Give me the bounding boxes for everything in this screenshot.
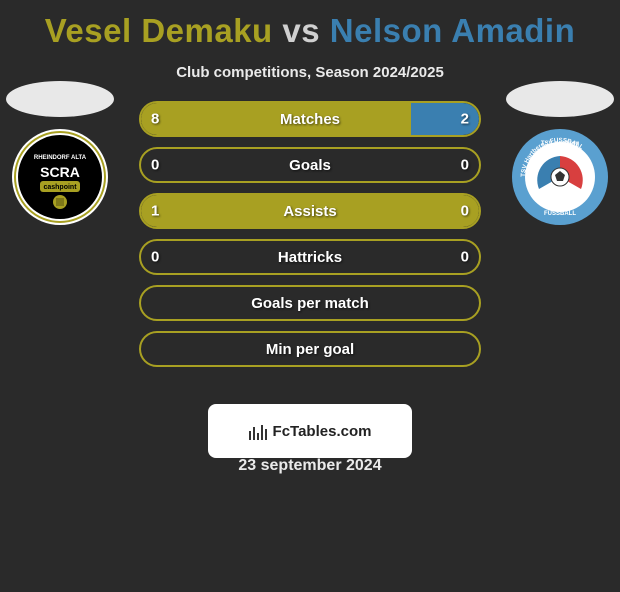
chart-icon <box>249 422 269 440</box>
stat-row: Min per goal <box>139 331 481 367</box>
stat-label: Goals <box>289 157 331 174</box>
watermark-text: FcTables.com <box>273 423 372 440</box>
stat-value-left: 8 <box>151 111 159 128</box>
svg-text:RHEINDORF ALTA: RHEINDORF ALTA <box>34 155 87 161</box>
club-logo-right: TSV Hartberg · FUSSBALL TSV Hartberg FUS… <box>512 129 608 225</box>
scra-logo-icon: RHEINDORF ALTA SCRA cashpoint <box>12 129 108 225</box>
club-logo-left: RHEINDORF ALTA SCRA cashpoint <box>12 129 108 225</box>
title-player1: Vesel Demaku <box>45 12 273 49</box>
player-right-column: TSV Hartberg · FUSSBALL TSV Hartberg FUS… <box>500 81 620 225</box>
stat-value-left: 0 <box>151 249 159 266</box>
svg-text:cashpoint: cashpoint <box>43 184 77 191</box>
player-avatar-left <box>6 81 114 117</box>
stat-label: Assists <box>283 203 336 220</box>
stat-label: Goals per match <box>251 295 369 312</box>
watermark-link[interactable]: FcTables.com <box>208 404 412 458</box>
stat-row: Goals per match <box>139 285 481 321</box>
page-title: Vesel Demaku vs Nelson Amadin <box>0 12 620 50</box>
stat-label: Min per goal <box>266 341 354 358</box>
player-avatar-right <box>506 81 614 117</box>
svg-text:TSV Hartberg: TSV Hartberg <box>541 141 580 147</box>
stat-bars: 8 2 Matches 0 0 Goals 1 0 Assists 0 0 Hattricks Goal… <box>139 101 481 377</box>
stat-row: 8 2 Matches <box>139 101 481 137</box>
stat-row: 0 0 Hattricks <box>139 239 481 275</box>
svg-text:SCRA: SCRA <box>40 164 80 180</box>
tsv-logo-icon: TSV Hartberg · FUSSBALL TSV Hartberg FUS… <box>517 134 603 220</box>
stat-row: 0 0 Goals <box>139 147 481 183</box>
stat-value-right: 0 <box>461 249 469 266</box>
title-player2: Nelson Amadin <box>330 12 575 49</box>
stat-value-left: 0 <box>151 157 159 174</box>
stat-label: Hattricks <box>278 249 342 266</box>
stat-value-right: 2 <box>461 111 469 128</box>
snapshot-date: 23 september 2024 <box>0 457 620 475</box>
stat-value-right: 0 <box>461 203 469 220</box>
subtitle: Club competitions, Season 2024/2025 <box>0 64 620 81</box>
comparison-panel: RHEINDORF ALTA SCRA cashpoint TSV Hartbe… <box>0 101 620 401</box>
stat-label: Matches <box>280 111 340 128</box>
bar-fill-left <box>141 103 411 135</box>
stat-row: 1 0 Assists <box>139 193 481 229</box>
stat-value-left: 1 <box>151 203 159 220</box>
stat-value-right: 0 <box>461 157 469 174</box>
title-vs: vs <box>273 12 330 49</box>
svg-text:FUSSBALL: FUSSBALL <box>544 211 576 217</box>
player-left-column: RHEINDORF ALTA SCRA cashpoint <box>0 81 120 225</box>
